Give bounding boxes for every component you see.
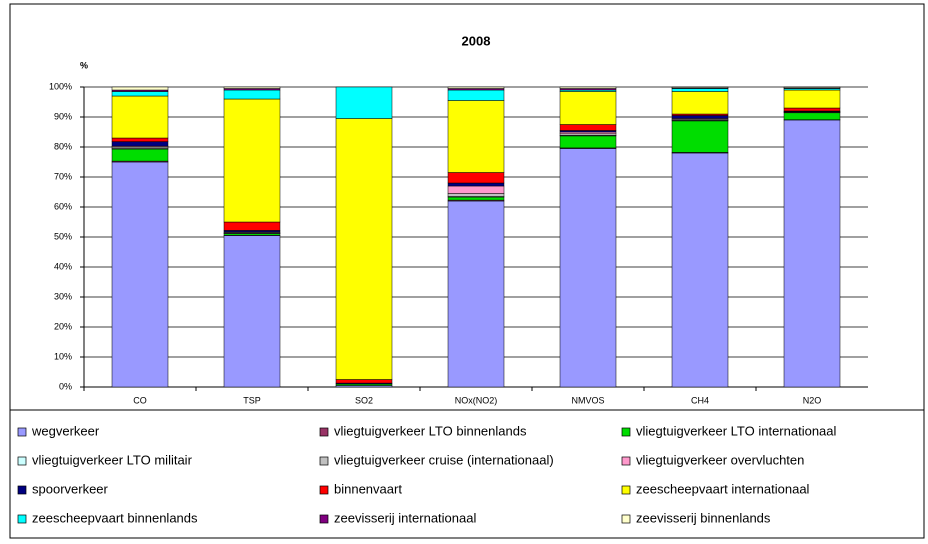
bar-segment bbox=[448, 90, 504, 101]
y-tick-label: 70% bbox=[54, 171, 72, 181]
legend-swatch bbox=[622, 486, 630, 494]
bar-segment bbox=[448, 197, 504, 200]
bar-segment bbox=[448, 87, 504, 89]
bar-segment bbox=[112, 96, 168, 138]
legend-swatch bbox=[622, 428, 630, 436]
legend-swatch bbox=[18, 486, 26, 494]
chart-title: 2008 bbox=[462, 33, 491, 48]
bar-segment bbox=[112, 142, 168, 147]
bar-segment bbox=[224, 90, 280, 99]
y-tick-label: 60% bbox=[54, 201, 72, 211]
legend-label: zeevisserij binnenlands bbox=[636, 510, 771, 525]
legend-label: spoorverkeer bbox=[32, 481, 109, 496]
bar-segment bbox=[336, 87, 392, 119]
legend-swatch bbox=[622, 457, 630, 465]
bar-segment bbox=[560, 149, 616, 388]
bar-segment bbox=[448, 101, 504, 173]
bar-segment bbox=[224, 99, 280, 222]
legend-label: zeevisserij internationaal bbox=[334, 510, 476, 525]
y-tick-label: 0% bbox=[59, 381, 72, 391]
legend-swatch bbox=[18, 457, 26, 465]
bar-segment bbox=[784, 108, 840, 111]
legend-label: binnenvaart bbox=[334, 481, 402, 496]
bar-segment bbox=[336, 119, 392, 380]
x-tick-label: N2O bbox=[803, 395, 822, 405]
legend-swatch bbox=[320, 428, 328, 436]
bar-segment bbox=[224, 236, 280, 388]
legend-label: zeescheepvaart binnenlands bbox=[32, 510, 198, 525]
legend-swatch bbox=[320, 486, 328, 494]
x-tick-label: CH4 bbox=[691, 395, 709, 405]
bar-segment bbox=[560, 87, 616, 89]
y-tick-label: 50% bbox=[54, 231, 72, 241]
bar-segment bbox=[784, 113, 840, 120]
y-tick-label: 40% bbox=[54, 261, 72, 271]
bar-segment bbox=[784, 120, 840, 387]
bar-segment bbox=[672, 92, 728, 115]
y-tick-label: 80% bbox=[54, 141, 72, 151]
y-tick-label: 100% bbox=[49, 81, 72, 91]
bar-segment bbox=[672, 87, 728, 88]
bar-segment bbox=[448, 173, 504, 184]
bar-segment bbox=[224, 222, 280, 230]
x-tick-label: CO bbox=[133, 395, 147, 405]
legend-swatch bbox=[18, 515, 26, 523]
bar-segment bbox=[336, 380, 392, 384]
bar-segment bbox=[672, 116, 728, 119]
legend-swatch bbox=[320, 515, 328, 523]
x-tick-label: NOx(NO2) bbox=[455, 395, 498, 405]
bar-segment bbox=[112, 162, 168, 387]
bar-segment bbox=[672, 153, 728, 387]
bar-segment bbox=[784, 90, 840, 108]
legend-label: vliegtuigverkeer LTO binnenlands bbox=[334, 423, 527, 438]
bar-segment bbox=[224, 87, 280, 89]
bar-segment bbox=[560, 132, 616, 134]
legend-label: zeescheepvaart internationaal bbox=[636, 481, 810, 496]
legend-label: vliegtuigverkeer LTO militair bbox=[32, 452, 193, 467]
bar-segment bbox=[112, 138, 168, 142]
legend-label: wegverkeer bbox=[31, 423, 100, 438]
y-tick-label: 10% bbox=[54, 351, 72, 361]
y-axis-label: % bbox=[80, 60, 88, 70]
bar-segment bbox=[560, 92, 616, 125]
bar-segment bbox=[672, 89, 728, 92]
y-tick-label: 20% bbox=[54, 321, 72, 331]
bar-segment bbox=[112, 92, 168, 97]
bar-segment bbox=[448, 194, 504, 197]
bar-segment bbox=[560, 125, 616, 131]
legend-label: vliegtuigverkeer LTO internationaal bbox=[636, 423, 837, 438]
legend-swatch bbox=[320, 457, 328, 465]
legend-swatch bbox=[622, 515, 630, 523]
bar-segment bbox=[448, 183, 504, 186]
bar-segment bbox=[784, 87, 840, 88]
y-tick-label: 30% bbox=[54, 291, 72, 301]
x-tick-label: SO2 bbox=[355, 395, 373, 405]
x-tick-label: TSP bbox=[243, 395, 261, 405]
bar-segment bbox=[112, 149, 168, 161]
bar-segment bbox=[448, 186, 504, 194]
legend-label: vliegtuigverkeer cruise (internationaal) bbox=[334, 452, 554, 467]
bar-segment bbox=[448, 201, 504, 387]
legend-label: vliegtuigverkeer overvluchten bbox=[636, 452, 804, 467]
legend-swatch bbox=[18, 428, 26, 436]
x-tick-label: NMVOS bbox=[571, 395, 604, 405]
bar-segment bbox=[112, 87, 168, 90]
bar-segment bbox=[560, 136, 616, 148]
y-tick-label: 90% bbox=[54, 111, 72, 121]
bar-segment bbox=[672, 121, 728, 152]
